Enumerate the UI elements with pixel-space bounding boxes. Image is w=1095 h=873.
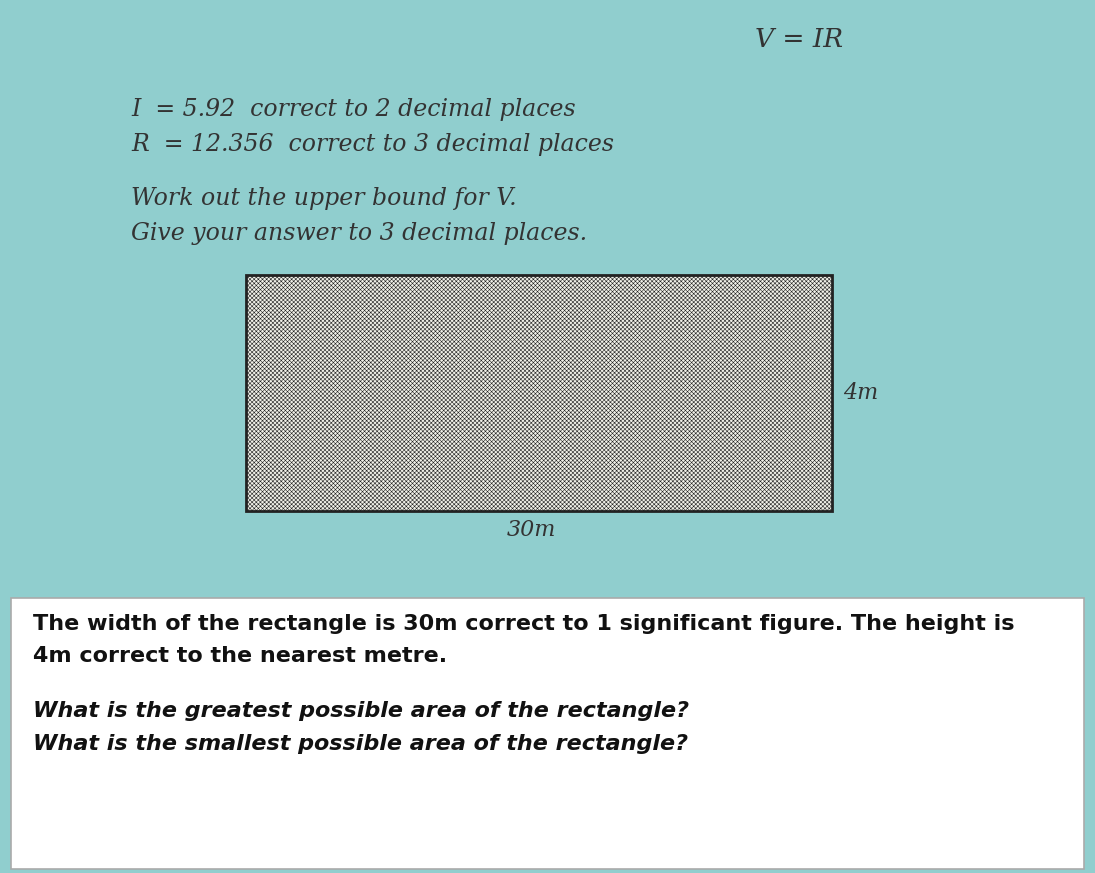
Text: The width of the rectangle is 30m correct to 1 significant figure. The height is: The width of the rectangle is 30m correc… [33, 615, 1014, 634]
FancyBboxPatch shape [11, 598, 1084, 869]
Text: 4m correct to the nearest metre.: 4m correct to the nearest metre. [33, 647, 447, 666]
Text: R  = 12.356  correct to 3 decimal places: R = 12.356 correct to 3 decimal places [131, 133, 614, 155]
Text: 30m: 30m [506, 519, 556, 541]
Text: V = IR: V = IR [756, 27, 843, 52]
Text: What is the smallest possible area of the rectangle?: What is the smallest possible area of th… [33, 734, 688, 753]
Text: I  = 5.92  correct to 2 decimal places: I = 5.92 correct to 2 decimal places [131, 98, 576, 120]
Bar [246, 275, 832, 511]
Text: Give your answer to 3 decimal places.: Give your answer to 3 decimal places. [131, 222, 588, 244]
Text: Work out the upper bound for V.: Work out the upper bound for V. [131, 187, 517, 210]
Text: 4m: 4m [843, 382, 878, 404]
Text: What is the greatest possible area of the rectangle?: What is the greatest possible area of th… [33, 702, 689, 721]
